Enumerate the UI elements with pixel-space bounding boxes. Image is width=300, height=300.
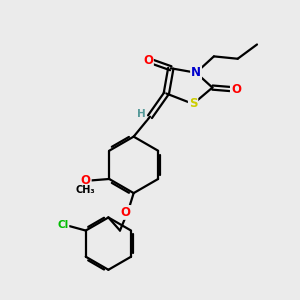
Text: O: O bbox=[143, 54, 153, 67]
Text: H: H bbox=[137, 109, 146, 119]
Text: S: S bbox=[189, 98, 197, 110]
Text: O: O bbox=[81, 174, 91, 187]
Text: Cl: Cl bbox=[57, 220, 68, 230]
Text: N: N bbox=[191, 66, 201, 79]
Text: O: O bbox=[120, 206, 130, 219]
Text: O: O bbox=[231, 82, 241, 96]
Text: CH₃: CH₃ bbox=[76, 185, 95, 195]
